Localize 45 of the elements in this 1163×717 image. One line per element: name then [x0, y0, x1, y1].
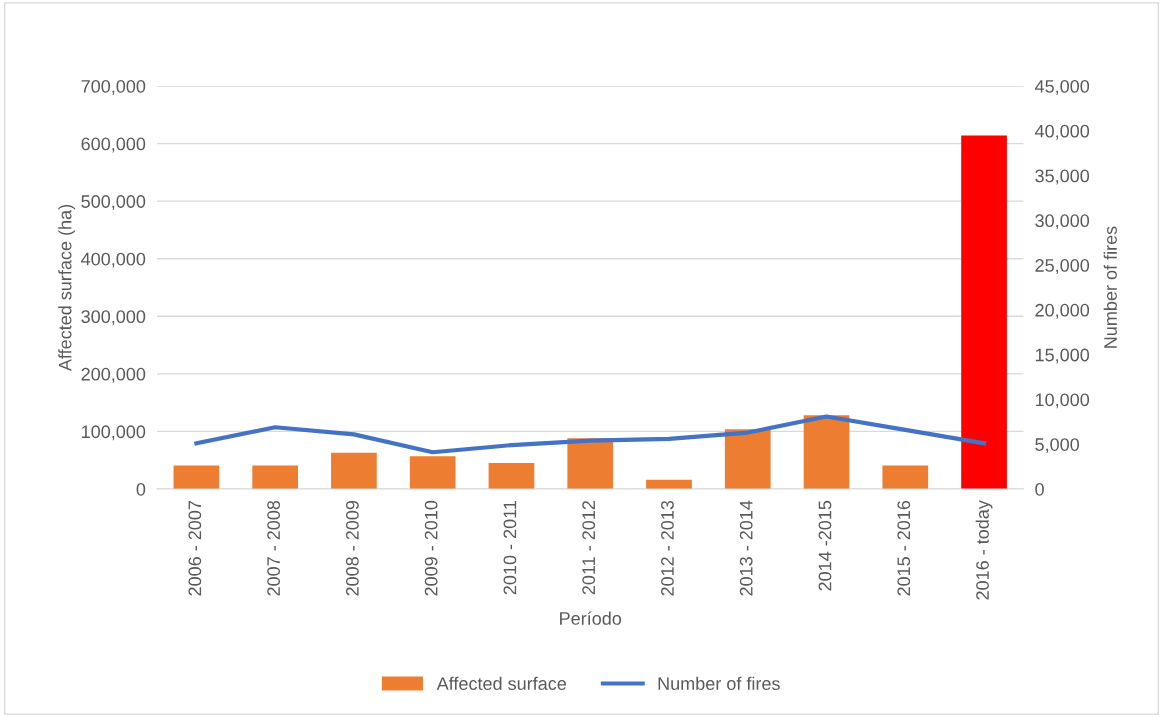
y2-tick-label: 15,000 — [1035, 348, 1090, 364]
y-tick-label: 500,000 — [81, 195, 146, 211]
y2-axis-title: Number of fires — [1103, 226, 1117, 348]
legend-label: Number of fires — [658, 676, 780, 691]
x-tick-label: 2009 - 2010 — [424, 500, 438, 596]
bar — [882, 465, 929, 489]
x-tick-label: 2007 - 2008 — [267, 500, 280, 596]
bar — [724, 429, 771, 489]
x-tick-label: 2008 - 2009 — [345, 500, 359, 596]
y-tick-label: 300,000 — [81, 310, 146, 326]
bar — [252, 465, 298, 489]
x-tick-label: 2012 - 2013 — [661, 500, 674, 596]
bar — [488, 463, 535, 489]
x-tick-label: 2006 - 2007 — [188, 501, 202, 596]
bar — [961, 135, 1007, 489]
x-tick-label: 2010 - 2011 — [503, 500, 517, 595]
y2-tick-label: 5,000 — [1035, 438, 1080, 454]
y-tick-label: 700,000 — [81, 79, 146, 95]
legend-label: Affected surface — [436, 676, 567, 691]
y2-tick-label: 30,000 — [1035, 214, 1090, 230]
x-tick-label: 2013 - 2014 — [739, 500, 753, 596]
x-tick-label: 2015 - 2016 — [897, 500, 911, 596]
y-tick-label: 200,000 — [81, 367, 146, 383]
y2-tick-label: 45,000 — [1034, 79, 1090, 95]
bar — [567, 438, 614, 489]
y-tick-label: 0 — [136, 482, 146, 496]
y-tick-label: 100,000 — [82, 425, 146, 441]
bar — [331, 452, 377, 489]
y2-tick-label: 20,000 — [1035, 303, 1090, 319]
y2-tick-label: 0 — [1035, 482, 1044, 496]
line-series — [194, 414, 987, 455]
bar — [803, 415, 850, 489]
y-axis-title: Affected surface (ha) — [58, 204, 76, 372]
y2-tick-label: 35,000 — [1035, 169, 1090, 185]
x-tick-label: 2016 - today — [975, 500, 993, 600]
bar — [409, 456, 456, 489]
x-axis-title: Período — [560, 611, 622, 625]
x-tick-label: 2011 - 2012 — [582, 501, 596, 595]
y-tick-label: 400,000 — [81, 252, 146, 268]
bar — [173, 465, 220, 489]
y2-tick-label: 25,000 — [1035, 259, 1090, 274]
x-tick-label: 2014 -2015 — [818, 500, 832, 591]
y2-tick-label: 40,000 — [1034, 124, 1090, 140]
y2-tick-label: 10,000 — [1035, 393, 1090, 409]
y-tick-label: 600,000 — [81, 137, 146, 153]
